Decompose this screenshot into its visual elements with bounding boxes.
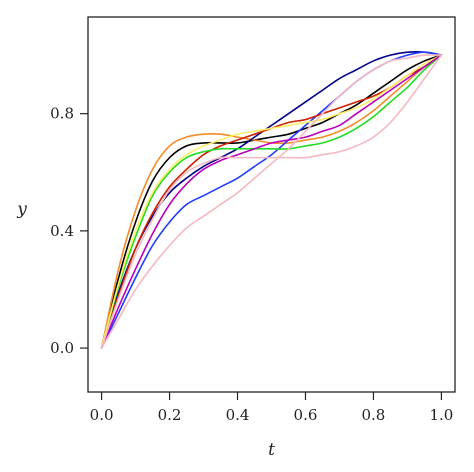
- series-line-1: [100, 54, 443, 349]
- y-tick-label: 0.0: [50, 339, 74, 357]
- series-line-8: [100, 54, 443, 349]
- series-line-6: [100, 54, 443, 349]
- series-line-10: [100, 54, 443, 349]
- y-tick-label: 0.4: [50, 222, 74, 240]
- x-tick-label: 0.2: [158, 406, 182, 424]
- x-tick-label: 1.0: [429, 406, 453, 424]
- y-tick-label: 0.8: [50, 105, 74, 123]
- plot-frame: [87, 16, 456, 393]
- x-tick-label: 0.4: [226, 406, 250, 424]
- y-axis-title: y: [16, 200, 27, 220]
- series-lines: [100, 50, 443, 349]
- series-line-2: [100, 54, 443, 349]
- axis-ticks: [80, 113, 443, 400]
- x-tick-label: 0.8: [362, 406, 386, 424]
- x-tick-label: 0.6: [294, 406, 318, 424]
- series-line-7: [100, 54, 443, 349]
- x-tick-label: 0.0: [90, 406, 114, 424]
- series-line-5: [100, 54, 443, 349]
- tick-labels: 0.0 0.2 0.4 0.6 0.8 1.0 0.0 0.4 0.8: [50, 105, 453, 424]
- series-line-9: [100, 54, 443, 349]
- x-axis-title: t: [268, 440, 275, 460]
